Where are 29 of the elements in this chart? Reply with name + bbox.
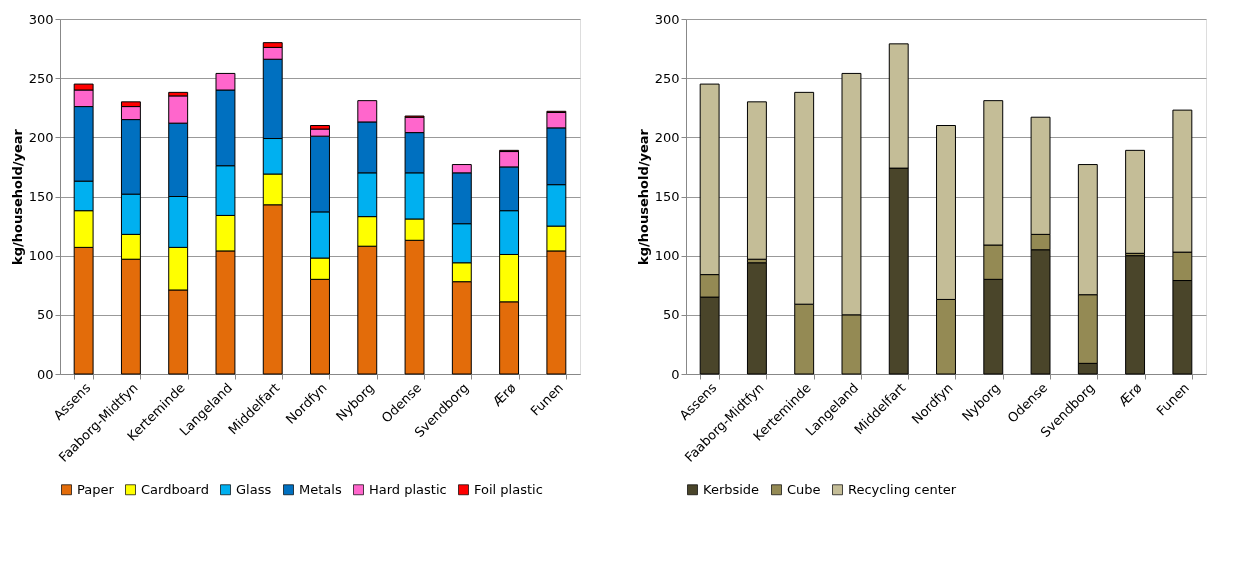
- y-axis-title: kg/household/year: [635, 128, 651, 265]
- y-tick-label: 50: [662, 307, 680, 323]
- y-tick-label: 200: [654, 129, 680, 145]
- bar: [1125, 149, 1146, 254]
- y-tick-label: 100: [654, 248, 680, 264]
- legend-label: Kerbside: [703, 481, 760, 497]
- y-tick-label: 150: [28, 189, 54, 204]
- y-tick-label: 100: [28, 248, 54, 264]
- y-tick-label: 300: [28, 11, 54, 27]
- legend-label: Paper: [77, 481, 115, 497]
- legend-label: Cube: [787, 481, 821, 497]
- legend-label: Recycling center: [848, 481, 957, 497]
- legend-label: Foil plastic: [474, 481, 543, 497]
- y-tick-label: 00: [36, 366, 54, 382]
- y-tick-label: 300: [654, 11, 680, 27]
- legend-label: Cardboard: [141, 481, 209, 497]
- y-tick-label: 50: [36, 307, 54, 323]
- legend-label: Glass: [236, 481, 272, 497]
- y-tick-label: 200: [28, 129, 54, 145]
- legend-label: Metals: [299, 481, 342, 497]
- bar: [746, 101, 767, 260]
- y-axis-title: kg/household/year: [9, 128, 25, 265]
- bar: [746, 262, 767, 375]
- legend-label: Hard plastic: [369, 481, 447, 497]
- y-tick-label: 250: [654, 70, 680, 86]
- y-tick-label: 0: [671, 366, 680, 382]
- y-tick-label: 250: [28, 70, 54, 86]
- bar: [1125, 255, 1146, 375]
- y-tick-label: 150: [654, 189, 680, 204]
